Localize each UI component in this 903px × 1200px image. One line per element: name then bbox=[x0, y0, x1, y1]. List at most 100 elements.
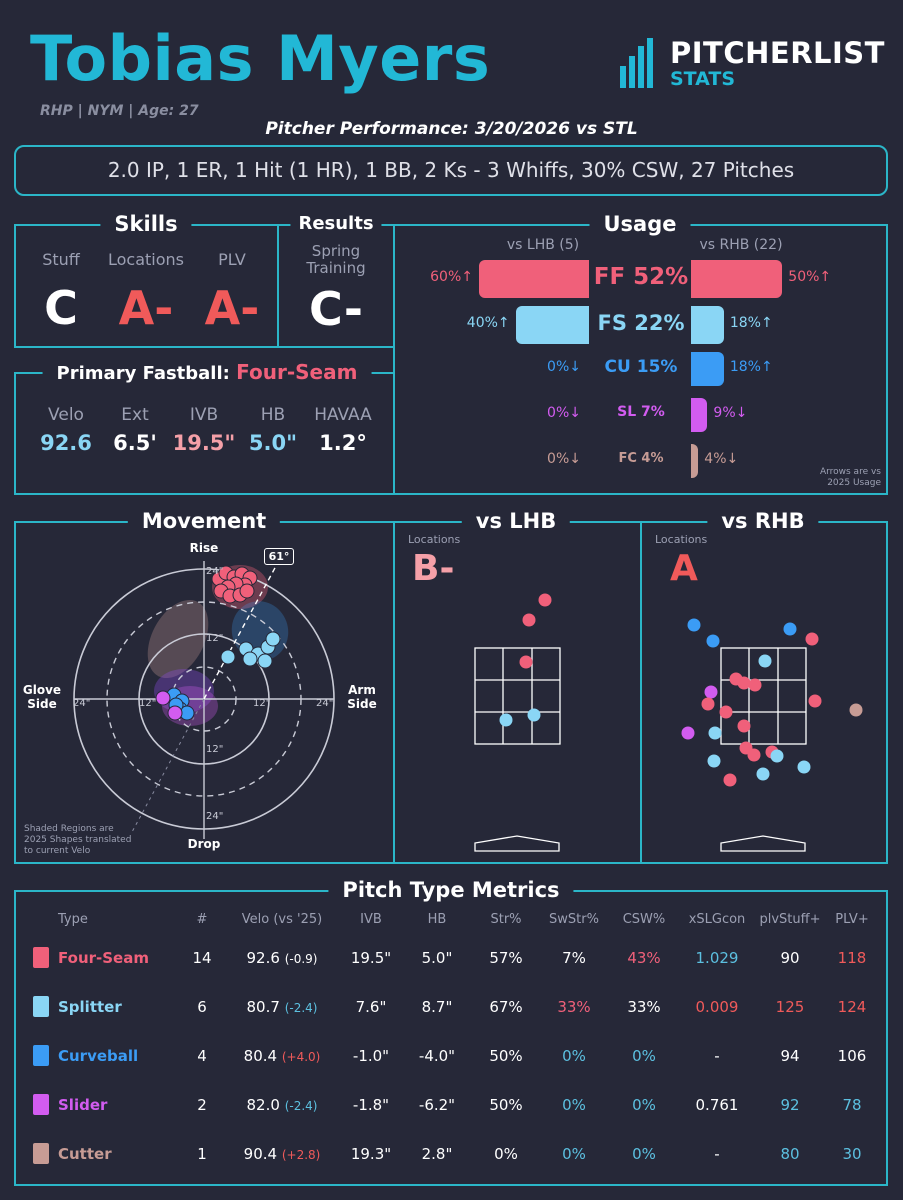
splitter-location-dot bbox=[499, 713, 513, 727]
slider-movement-dot bbox=[155, 690, 171, 706]
usage-pitch-label: FF 52% bbox=[593, 263, 689, 290]
splitter-movement-dot bbox=[257, 653, 273, 669]
metrics-title: Pitch Type Metrics bbox=[328, 880, 574, 901]
ring-label-12-left: 12" bbox=[139, 698, 157, 709]
vs-rhb-loc-label: Locations bbox=[655, 533, 708, 546]
splitter-location-dot bbox=[527, 708, 541, 722]
movement-dots bbox=[155, 565, 281, 721]
four_seam-location-dot bbox=[737, 719, 751, 733]
swatch-cell bbox=[30, 933, 52, 982]
cell-ivb: -1.0" bbox=[352, 1046, 390, 1065]
usage-bar-lhb bbox=[479, 260, 589, 298]
usage-rhb-header: vs RHB (22) bbox=[699, 237, 783, 253]
cell-xslg: 1.029 bbox=[695, 948, 739, 967]
four_seam-location-dot bbox=[747, 748, 761, 762]
rhb-pitch-dots bbox=[681, 618, 863, 787]
four_seam-location-dot bbox=[805, 632, 819, 646]
curveball-location-dot bbox=[687, 618, 701, 632]
fastball-label: Primary Fastball: bbox=[56, 363, 230, 384]
cell-csw: 0% bbox=[632, 1144, 656, 1163]
vs-lhb-grade: B- bbox=[412, 548, 455, 589]
cutter-location-dot bbox=[849, 703, 863, 717]
vs-lhb-loc-label: Locations bbox=[408, 533, 461, 546]
cell-stuff: 94 bbox=[780, 1046, 800, 1065]
skill-plv: PLV A- bbox=[196, 250, 268, 331]
cell-str: 50% bbox=[489, 1095, 523, 1114]
cell-xslg: 0.009 bbox=[695, 997, 739, 1016]
col-str: Str% bbox=[490, 911, 522, 927]
ring-label-24-top: 24" bbox=[206, 566, 224, 577]
cell-str: 57% bbox=[489, 948, 523, 967]
arm-angle-badge: 61° bbox=[264, 548, 294, 565]
ring-label-24-left: 24" bbox=[73, 698, 91, 709]
skill-stuff: Stuff C bbox=[26, 250, 96, 331]
usage-bar-lhb bbox=[515, 306, 589, 344]
splitter-location-dot bbox=[758, 654, 772, 668]
cell-csw: 0% bbox=[632, 1046, 656, 1065]
cell-type: Splitter bbox=[58, 997, 122, 1016]
splitter-movement-dot bbox=[265, 631, 281, 647]
results-title: Results bbox=[290, 215, 382, 233]
usage-bar-rhb bbox=[691, 398, 708, 432]
table-row: Curveball 4 80.4 (+4.0) -1.0" -4.0" 50% 0% 0% - 9… bbox=[30, 1031, 880, 1080]
vs-rhb-zone bbox=[681, 618, 863, 852]
results-label-2: Training bbox=[306, 259, 366, 277]
home-plate bbox=[474, 835, 560, 852]
metrics-table: Type # Velo (vs '25) IVB HB Str% SwStr% … bbox=[30, 905, 880, 1178]
metric-havaa: HAVAA 1.2° bbox=[314, 405, 372, 455]
usage-lhb-header: vs LHB (5) bbox=[506, 237, 580, 253]
results-block: Spring Training C- bbox=[286, 242, 386, 333]
cell-ivb: 19.3" bbox=[350, 1144, 392, 1163]
table-row: Splitter 6 80.7 (-2.4) 7.6" 8.7" 67% 33% 33% 0.0… bbox=[30, 982, 880, 1031]
lhb-pitch-dots bbox=[499, 593, 552, 727]
pitch-swatch bbox=[33, 1143, 49, 1164]
vs-lhb-title: vs LHB bbox=[461, 511, 571, 532]
arm-angle-ext bbox=[131, 698, 205, 833]
cell-type: Four-Seam bbox=[58, 948, 149, 967]
skill-label: PLV bbox=[218, 250, 246, 269]
table-row: Slider 2 82.0 (-2.4) -1.8" -6.2" 50% 0% 0% 0.761… bbox=[30, 1080, 880, 1129]
cell-velo: 80.4 (+4.0) bbox=[243, 1046, 321, 1065]
usage-lhb-value: 0%↓ bbox=[547, 405, 581, 421]
skill-grade: C bbox=[44, 281, 78, 335]
cell-velo: 92.6 (-0.9) bbox=[246, 948, 318, 967]
cell-velo: 90.4 (+2.8) bbox=[243, 1144, 321, 1163]
splitter-location-dot bbox=[707, 754, 721, 768]
cell-hb: 5.0" bbox=[421, 948, 453, 967]
drop-label: Drop bbox=[187, 837, 221, 851]
results-label-1: Spring bbox=[311, 242, 361, 260]
col-csw: CSW% bbox=[622, 911, 666, 927]
table-row: Cutter 1 90.4 (+2.8) 19.3" 2.8" 0% 0% 0% - 80 30 bbox=[30, 1129, 880, 1178]
swatch-cell bbox=[30, 1080, 52, 1129]
four_seam-location-dot bbox=[737, 676, 751, 690]
usage-rows: 60%↑ FF 52% 50%↑ 40%↑ FS 22% 18%↑ 0%↓ CU 15% 18%… bbox=[393, 258, 888, 488]
ring-label-12-bot: 12" bbox=[206, 744, 224, 755]
usage-rhb-value: 9%↓ bbox=[713, 405, 748, 421]
curveball-location-dot bbox=[706, 634, 720, 648]
ring-label-12-right: 12" bbox=[253, 698, 271, 709]
col-count: # bbox=[196, 911, 208, 927]
movement-chart bbox=[73, 561, 335, 839]
vs-rhb-title: vs RHB bbox=[707, 511, 819, 532]
col-velo: Velo (vs '25) bbox=[241, 911, 323, 927]
cell-ivb: -1.8" bbox=[352, 1095, 390, 1114]
usage-pitch-label: SL 7% bbox=[617, 404, 665, 420]
page-subtitle: Pitcher Performance: 3/20/2026 vs STL bbox=[265, 119, 638, 139]
cell-plv: 118 bbox=[837, 948, 867, 967]
skills-divider bbox=[277, 224, 279, 348]
usage-rhb-value: 18%↑ bbox=[729, 359, 773, 375]
cell-stuff: 90 bbox=[780, 948, 800, 967]
usage-pitch-label: FC 4% bbox=[618, 450, 664, 466]
movement-title: Movement bbox=[127, 511, 281, 532]
cell-count: 1 bbox=[197, 1144, 207, 1163]
glove-side-label: Glove Side bbox=[22, 683, 62, 711]
four_seam-movement-dot bbox=[239, 583, 255, 599]
bars-icon bbox=[620, 38, 653, 88]
table-row: Four-Seam 14 92.6 (-0.9) 19.5" 5.0" 57% 7% 43% 1… bbox=[30, 933, 880, 982]
cell-type: Slider bbox=[58, 1095, 108, 1114]
ring-label-12-top: 12" bbox=[206, 633, 224, 644]
splitter-location-dot bbox=[708, 726, 722, 740]
col-plv: PLV+ bbox=[835, 911, 869, 927]
arm-angle-line bbox=[203, 565, 277, 700]
metric-ext: Ext 6.5' bbox=[113, 405, 157, 455]
